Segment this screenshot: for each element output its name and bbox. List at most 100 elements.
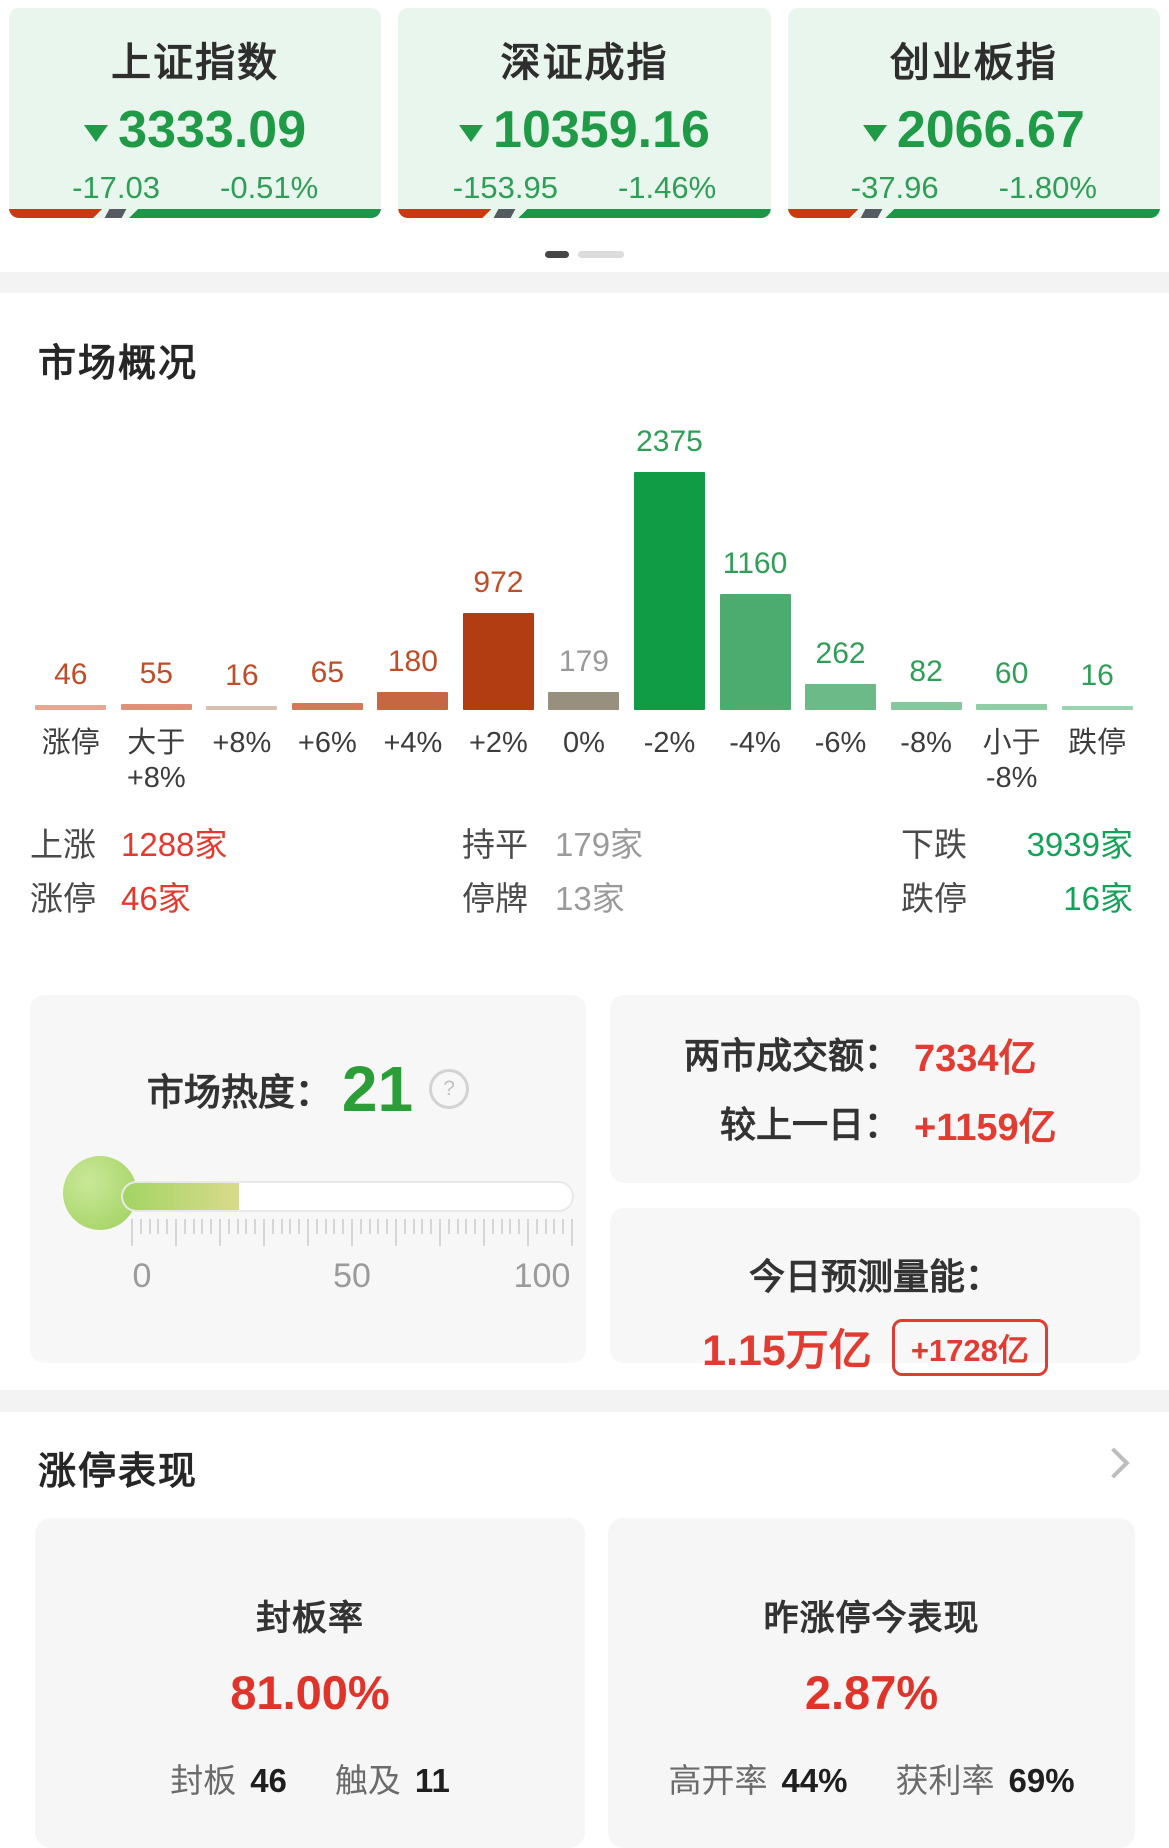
ruler-tick — [359, 1219, 362, 1234]
card-percent: 81.00% — [230, 1666, 390, 1719]
chart-column: 60 — [969, 414, 1055, 710]
turnover-card: 两市成交额： 7334亿 较上一日： +1159亿 — [610, 995, 1140, 1183]
index-change: -17.03 — [72, 170, 160, 205]
ruler-tick — [386, 1219, 389, 1234]
chart-column: 46 — [28, 414, 114, 710]
chevron-right-icon[interactable] — [1098, 1447, 1130, 1479]
index-name: 深证成指 — [500, 41, 669, 85]
stat-group: 封板 46 — [170, 1754, 287, 1802]
index-card-chinext[interactable]: 创业板指 2066.67 -37.96 -1.80% — [787, 8, 1160, 218]
index-value: 10359.16 — [493, 101, 710, 159]
stat-value: 69% — [1008, 1762, 1075, 1799]
seal-rate-card: 封板率 81.00% 封板 46 触及 11 — [35, 1518, 585, 1848]
summary-value: 179家 — [555, 826, 644, 863]
ruler-tick — [465, 1219, 468, 1234]
ruler-tick — [254, 1219, 257, 1234]
ruler-tick — [509, 1219, 512, 1234]
index-change-pct: -1.46% — [617, 170, 717, 205]
pager-dot-inactive[interactable] — [578, 251, 624, 258]
ruler-tick — [324, 1219, 327, 1234]
chart-value-label: 2375 — [636, 425, 703, 458]
bar-green-segment — [885, 209, 1160, 218]
chart-axis-labels: 涨停 大于 +8% +8% +6% +4% +2% 0% -2% -4% -6% -8% 小于 -8% 跌停 — [28, 726, 1140, 796]
index-card-shanghai[interactable]: 上证指数 3333.09 -17.03 -0.51% — [9, 8, 382, 218]
ruler-tick — [491, 1219, 494, 1234]
axis-label: -6% — [814, 727, 867, 759]
index-change-pct: -1.80% — [998, 170, 1097, 205]
up-down-ratio-bar — [9, 209, 382, 218]
axis-label: +6% — [297, 727, 357, 759]
card-stats: 封板 46 触及 11 — [35, 1754, 585, 1802]
triangle-down-icon — [862, 124, 887, 142]
ruler-tick — [245, 1219, 248, 1234]
chart-value-label: 60 — [994, 657, 1029, 690]
bar-red-segment — [9, 209, 102, 218]
ruler-tick — [403, 1219, 406, 1234]
chart-column: 82 — [883, 414, 969, 710]
turnover-value: +1159亿 — [914, 1107, 1057, 1149]
ruler-tick — [447, 1219, 450, 1234]
chart-value-label: 180 — [387, 645, 438, 678]
summary-value: 13家 — [555, 880, 625, 917]
ruler-tick — [183, 1219, 186, 1234]
summary-label: 下跌 — [901, 826, 967, 863]
ruler-tick — [562, 1219, 565, 1234]
market-heat-card: 市场热度： 21 ? 0 50 100 — [30, 995, 586, 1363]
axis-label: 跌停 — [1068, 727, 1127, 759]
ruler-tick — [518, 1219, 521, 1234]
chart-bar — [548, 692, 620, 710]
stat-label: 高开率 — [668, 1762, 768, 1799]
summary-label: 涨停 — [30, 880, 96, 917]
turnover-label: 两市成交额： — [683, 1035, 900, 1076]
ruler-tick — [456, 1219, 459, 1234]
summary-label: 跌停 — [901, 880, 967, 917]
summary-value: 46家 — [121, 880, 191, 917]
help-icon[interactable]: ? — [429, 1069, 470, 1109]
index-change: -37.96 — [850, 170, 939, 205]
chart-bar — [291, 703, 363, 710]
chart-column: 16 — [199, 414, 285, 710]
distribution-chart: 46 55 16 65 180 972 179 2375 1160 262 82 60 16 — [28, 414, 1140, 710]
index-change-row: -37.96 -1.80% — [788, 170, 1160, 206]
axis-label: +4% — [383, 727, 443, 759]
up-down-ratio-bar — [788, 209, 1160, 218]
ruler-tick — [368, 1219, 371, 1234]
ruler-tick — [395, 1219, 397, 1246]
index-price: 2066.67 — [788, 100, 1160, 160]
ruler-tick — [553, 1219, 556, 1234]
ruler-tick — [280, 1219, 283, 1234]
axis-label: -2% — [643, 727, 696, 759]
yesterday-limit-up-card: 昨涨停今表现 2.87% 高开率 44% 获利率 69% — [608, 1518, 1135, 1848]
section-divider — [0, 1390, 1169, 1412]
chart-bar — [719, 594, 791, 710]
stat-group: 高开率 44% — [668, 1754, 847, 1802]
index-name: 创业板指 — [889, 41, 1058, 85]
turnover-label: 较上一日： — [719, 1104, 900, 1145]
chart-value-label: 65 — [310, 656, 345, 689]
summary-label: 停牌 — [462, 880, 528, 917]
card-stats: 高开率 44% 获利率 69% — [608, 1754, 1135, 1802]
ruler-tick — [315, 1219, 318, 1234]
ruler-tick — [377, 1219, 380, 1234]
ruler-tick — [219, 1219, 221, 1246]
ruler-tick — [342, 1219, 345, 1234]
index-value: 2066.67 — [896, 101, 1085, 159]
axis-label: 涨停 — [41, 727, 100, 759]
ruler-tick — [500, 1219, 503, 1234]
card-title: 封板率 — [255, 1599, 364, 1638]
chart-bar — [976, 704, 1048, 710]
forecast-card: 今日预测量能： 1.15万亿 +1728亿 — [610, 1208, 1140, 1376]
chart-bar — [1061, 706, 1133, 710]
chart-column: 55 — [114, 414, 200, 710]
ruler-tick — [307, 1219, 309, 1246]
chart-bar — [805, 684, 877, 710]
chart-value-label: 179 — [558, 645, 609, 678]
market-summary: 上涨 1288家 持平 179家 下跌 3939家 涨停 46家 停牌 13家 跌停 16家 — [30, 818, 1133, 926]
ruler-tick — [263, 1219, 265, 1246]
index-card-shenzhen[interactable]: 深证成指 10359.16 -153.95 -1.46% — [398, 8, 771, 218]
pager-dot-active[interactable] — [545, 251, 569, 258]
carousel-pager — [0, 251, 1169, 258]
chart-bar — [462, 613, 534, 710]
index-change-row: -153.95 -1.46% — [398, 170, 770, 206]
section-title-limit-up[interactable]: 涨停表现 — [38, 1451, 199, 1493]
